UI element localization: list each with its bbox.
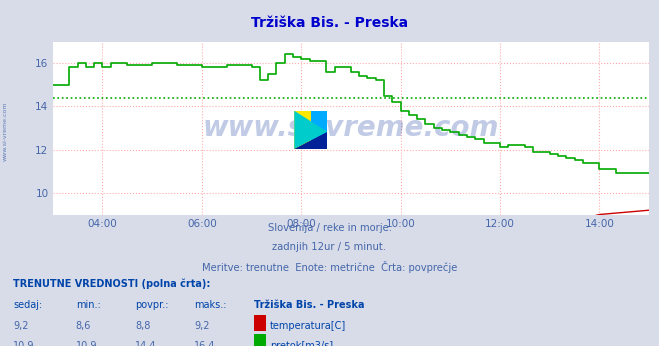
Text: maks.:: maks.: xyxy=(194,300,227,310)
Text: temperatura[C]: temperatura[C] xyxy=(270,321,347,331)
Text: 10,9: 10,9 xyxy=(13,341,35,346)
Text: TRENUTNE VREDNOSTI (polna črta):: TRENUTNE VREDNOSTI (polna črta): xyxy=(13,279,211,289)
Text: Slovenija / reke in morje.: Slovenija / reke in morje. xyxy=(268,223,391,233)
Text: zadnjih 12ur / 5 minut.: zadnjih 12ur / 5 minut. xyxy=(273,242,386,252)
Text: 8,6: 8,6 xyxy=(76,321,91,331)
Text: Meritve: trenutne  Enote: metrične  Črta: povprečje: Meritve: trenutne Enote: metrične Črta: … xyxy=(202,261,457,273)
Text: 10,9: 10,9 xyxy=(76,341,98,346)
Text: 8,8: 8,8 xyxy=(135,321,150,331)
Text: 9,2: 9,2 xyxy=(194,321,210,331)
Text: pretok[m3/s]: pretok[m3/s] xyxy=(270,341,333,346)
Text: min.:: min.: xyxy=(76,300,101,310)
Text: www.si-vreme.com: www.si-vreme.com xyxy=(3,102,8,161)
Text: 14,4: 14,4 xyxy=(135,341,157,346)
Text: povpr.:: povpr.: xyxy=(135,300,169,310)
Text: www.si-vreme.com: www.si-vreme.com xyxy=(203,114,499,142)
Text: sedaj:: sedaj: xyxy=(13,300,42,310)
Text: Tržiška Bis. - Preska: Tržiška Bis. - Preska xyxy=(251,16,408,29)
Text: 9,2: 9,2 xyxy=(13,321,29,331)
Text: 16,4: 16,4 xyxy=(194,341,216,346)
Text: Tržiška Bis. - Preska: Tržiška Bis. - Preska xyxy=(254,300,364,310)
